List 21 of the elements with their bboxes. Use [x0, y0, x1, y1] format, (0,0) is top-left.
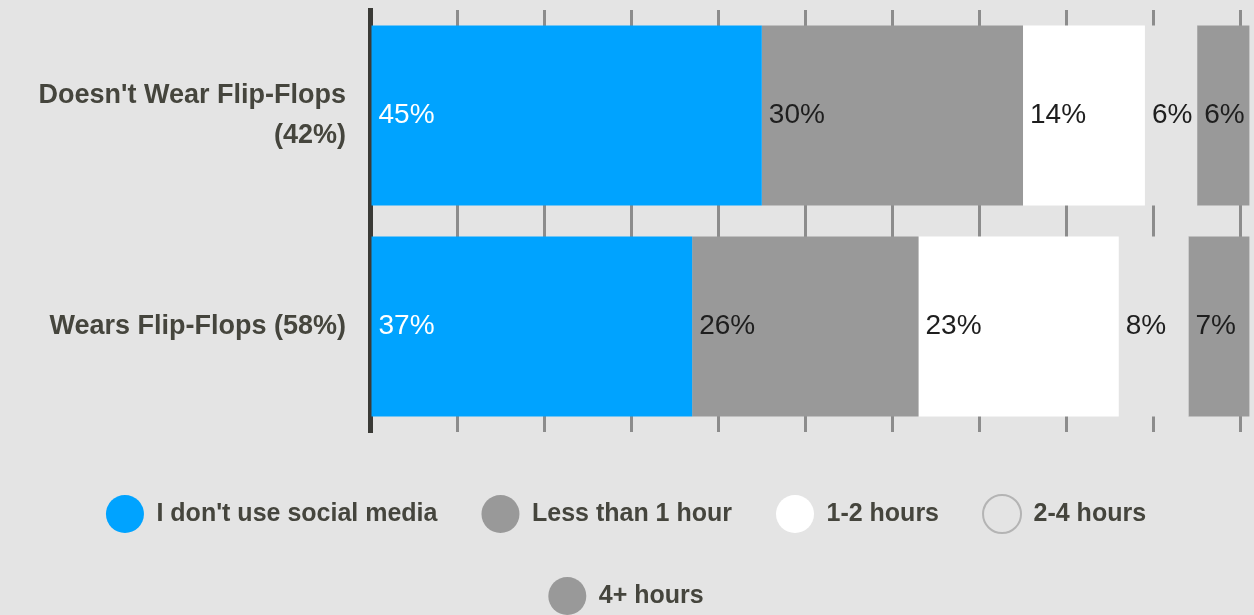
data-label: 23%	[925, 309, 982, 341]
data-label: 8%	[1125, 309, 1167, 341]
y-tick-label: Wears Flip-Flops (58%)	[49, 309, 346, 340]
legend-label: Less than 1 hour	[531, 497, 733, 526]
data-label: 26%	[699, 309, 756, 341]
legend-label: I don't use social media	[156, 497, 439, 526]
data-label: 14%	[1030, 98, 1087, 130]
bar	[692, 236, 919, 417]
bar	[761, 25, 1024, 206]
data-label: 6%	[1204, 98, 1245, 130]
bar	[918, 236, 1119, 417]
legend-label: 1-2 hours	[826, 497, 940, 526]
data-label: 45%	[378, 98, 435, 130]
bar	[1023, 25, 1145, 206]
legend-label: 2-4 hours	[1033, 497, 1147, 526]
y-tick-label: Doesn't Wear Flip-Flops (42%)	[38, 79, 346, 149]
data-label: 7%	[1195, 309, 1236, 341]
data-label: 37%	[378, 309, 435, 341]
legend-label: 4+ hours	[598, 579, 704, 608]
data-label: 30%	[768, 98, 825, 130]
data-label: 6%	[1151, 98, 1193, 130]
